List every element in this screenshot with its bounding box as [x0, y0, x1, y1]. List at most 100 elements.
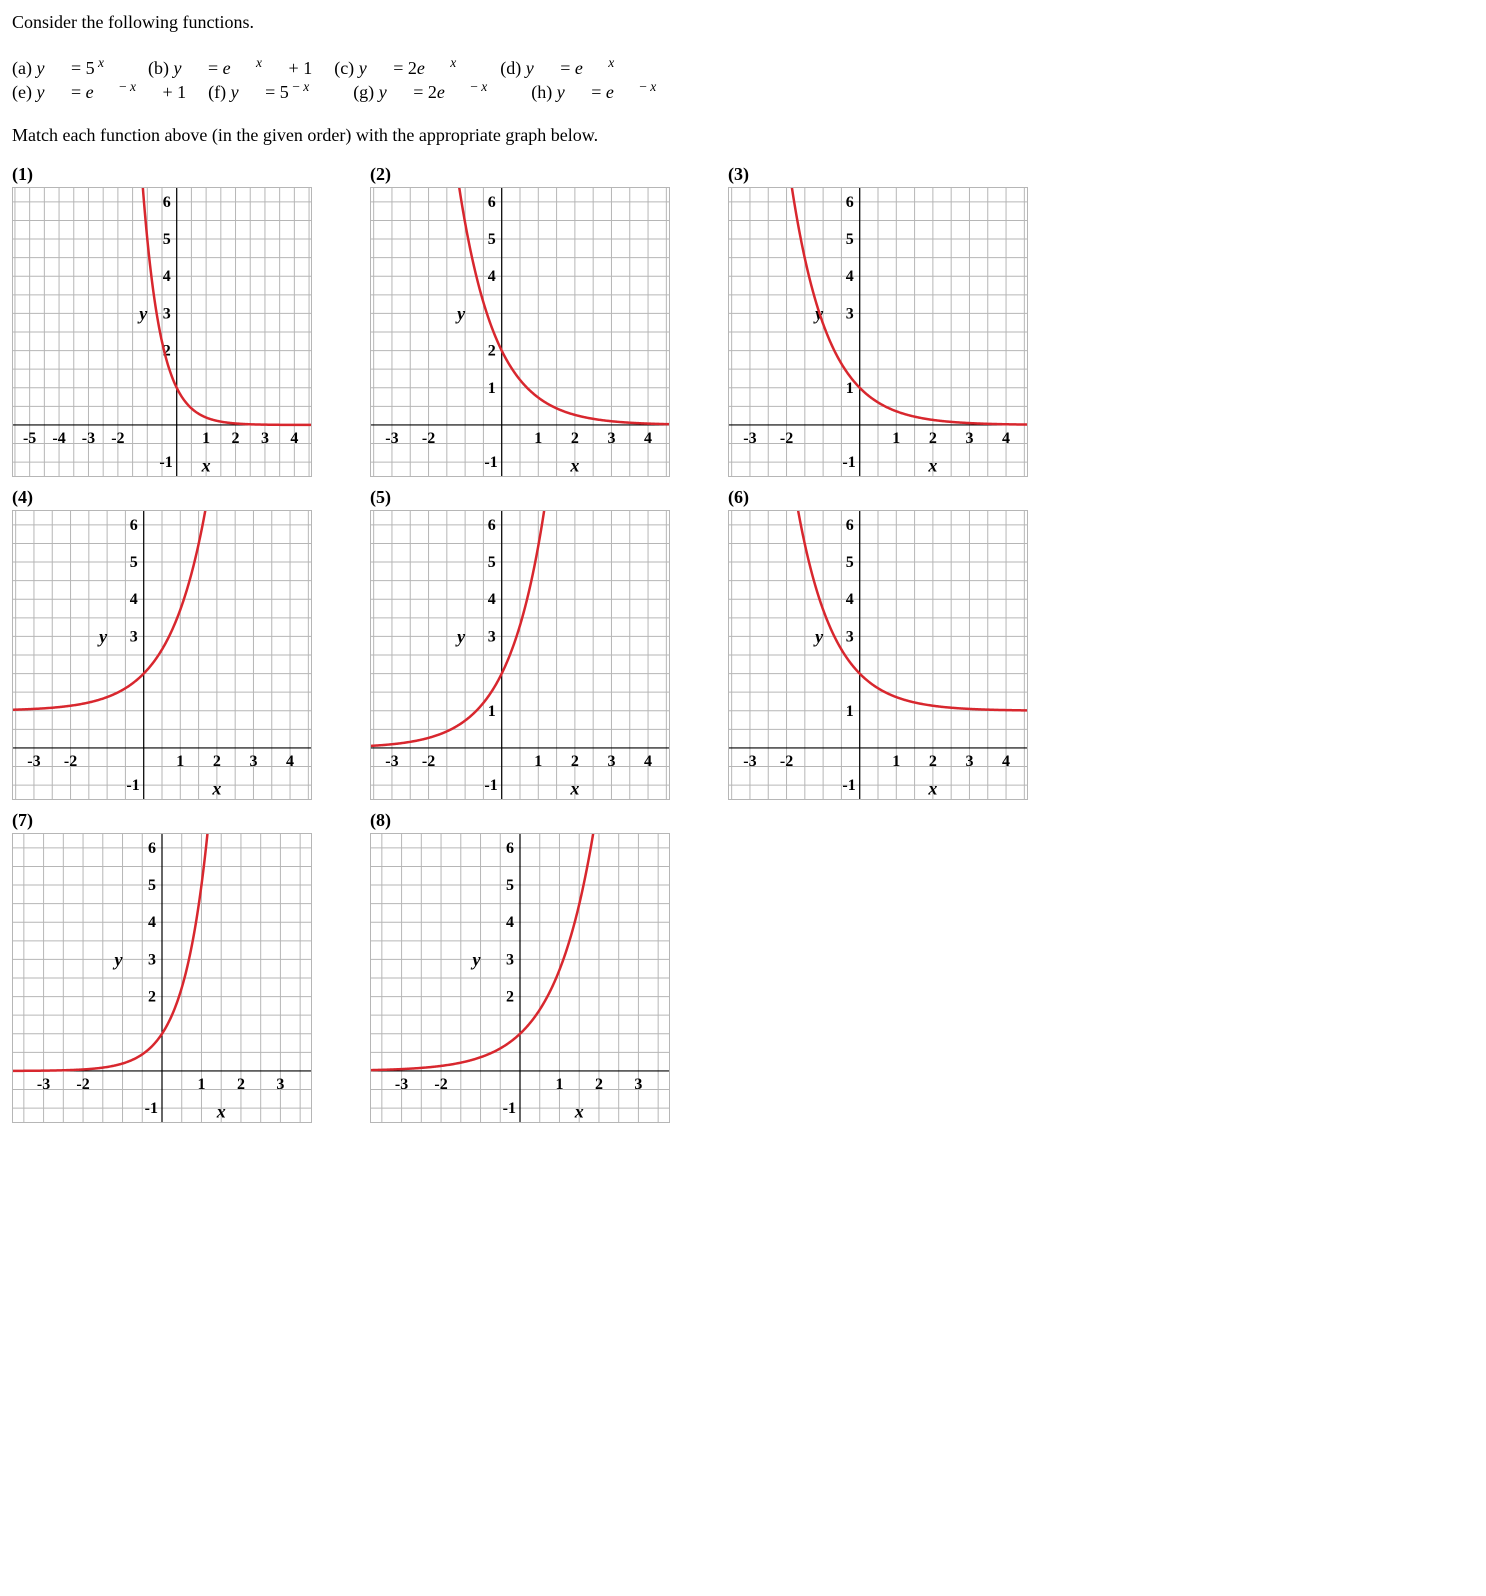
x-axis-label: x — [927, 778, 937, 798]
svg-text:3: 3 — [846, 628, 854, 645]
svg-text:-1: -1 — [145, 1100, 158, 1117]
svg-text:4: 4 — [644, 430, 652, 447]
svg-text:1: 1 — [892, 430, 900, 447]
svg-text:6: 6 — [846, 194, 854, 211]
function-list-line1: (a) y = 5 x(b) y = e x + 1(c) y = 2e x(d… — [12, 55, 1072, 79]
svg-text:-3: -3 — [385, 753, 398, 770]
y-axis-label: y — [113, 949, 124, 969]
svg-text:3: 3 — [276, 1076, 284, 1093]
chart-label: (3) — [728, 164, 1068, 185]
svg-text:4: 4 — [846, 591, 854, 608]
svg-text:1: 1 — [846, 703, 854, 720]
svg-text:1: 1 — [534, 430, 542, 447]
svg-text:5: 5 — [130, 554, 138, 571]
svg-text:-2: -2 — [422, 753, 435, 770]
svg-text:3: 3 — [634, 1076, 642, 1093]
x-axis-label: x — [569, 455, 579, 475]
svg-text:-2: -2 — [780, 753, 793, 770]
svg-text:3: 3 — [130, 628, 138, 645]
svg-text:4: 4 — [286, 753, 294, 770]
instruction-text: Match each function above (in the given … — [12, 125, 1072, 146]
svg-text:4: 4 — [506, 914, 514, 931]
chart-svg: -3-2123-123456xy — [12, 833, 312, 1123]
svg-text:-3: -3 — [395, 1076, 408, 1093]
svg-text:5: 5 — [488, 554, 496, 571]
gridlines — [728, 510, 1028, 800]
svg-text:6: 6 — [506, 840, 514, 857]
svg-text:2: 2 — [571, 430, 579, 447]
svg-text:-3: -3 — [743, 430, 756, 447]
function-expression: (d) y = e x — [500, 58, 636, 78]
chart-svg: -3-21234-112456xy — [370, 187, 670, 477]
svg-text:-3: -3 — [82, 430, 95, 447]
chart-label: (1) — [12, 164, 352, 185]
svg-text:2: 2 — [213, 753, 221, 770]
svg-text:4: 4 — [290, 430, 298, 447]
chart-cell: (4)-3-21234-13456xy — [12, 487, 352, 800]
svg-text:4: 4 — [1002, 430, 1010, 447]
svg-text:3: 3 — [506, 951, 514, 968]
chart-grid: (1)-5-4-3-21234-123456xy(2)-3-21234-1124… — [12, 164, 1072, 1123]
svg-text:3: 3 — [163, 305, 171, 322]
svg-text:5: 5 — [163, 231, 171, 248]
svg-text:6: 6 — [488, 194, 496, 211]
y-axis-label: y — [455, 303, 466, 323]
svg-text:-3: -3 — [385, 430, 398, 447]
chart-cell: (7)-3-2123-123456xy — [12, 810, 352, 1123]
chart-svg: -3-2123-123456xy — [370, 833, 670, 1123]
y-axis-label: y — [813, 626, 824, 646]
y-axis-label: y — [471, 949, 482, 969]
prompt-text: Consider the following functions. — [12, 12, 1072, 33]
svg-text:4: 4 — [488, 268, 496, 285]
svg-text:-2: -2 — [780, 430, 793, 447]
function-expression: (g) y = 2e − x — [353, 82, 509, 102]
svg-text:1: 1 — [488, 380, 496, 397]
svg-text:2: 2 — [232, 430, 240, 447]
chart-label: (2) — [370, 164, 710, 185]
svg-text:3: 3 — [965, 753, 973, 770]
svg-text:-1: -1 — [484, 777, 497, 794]
svg-text:1: 1 — [197, 1076, 205, 1093]
svg-text:4: 4 — [488, 591, 496, 608]
svg-text:1: 1 — [555, 1076, 563, 1093]
svg-text:1: 1 — [176, 753, 184, 770]
svg-text:-1: -1 — [842, 777, 855, 794]
gridlines — [728, 187, 1028, 477]
svg-text:2: 2 — [488, 343, 496, 360]
svg-text:3: 3 — [846, 305, 854, 322]
x-axis-label: x — [216, 1101, 226, 1121]
svg-text:-5: -5 — [23, 430, 36, 447]
chart-svg: -3-21234-113456xy — [728, 187, 1028, 477]
svg-text:-1: -1 — [842, 454, 855, 471]
chart-label: (6) — [728, 487, 1068, 508]
svg-text:3: 3 — [607, 430, 615, 447]
gridlines — [370, 187, 670, 477]
svg-text:6: 6 — [488, 517, 496, 534]
svg-text:2: 2 — [237, 1076, 245, 1093]
svg-text:1: 1 — [892, 753, 900, 770]
svg-text:1: 1 — [534, 753, 542, 770]
svg-text:5: 5 — [846, 231, 854, 248]
svg-text:5: 5 — [148, 877, 156, 894]
x-axis-label: x — [927, 455, 937, 475]
svg-text:-2: -2 — [422, 430, 435, 447]
chart-cell: (6)-3-21234-113456xy — [728, 487, 1068, 800]
svg-text:5: 5 — [846, 554, 854, 571]
svg-text:3: 3 — [261, 430, 269, 447]
chart-label: (8) — [370, 810, 710, 831]
function-expression: (f) y = 5 − x — [208, 82, 331, 102]
x-axis-label: x — [211, 778, 221, 798]
chart-cell: (5)-3-21234-113456xy — [370, 487, 710, 800]
svg-text:-1: -1 — [126, 777, 139, 794]
chart-svg: -3-21234-13456xy — [12, 510, 312, 800]
svg-text:1: 1 — [202, 430, 210, 447]
svg-text:4: 4 — [644, 753, 652, 770]
svg-text:2: 2 — [148, 989, 156, 1006]
svg-text:6: 6 — [148, 840, 156, 857]
x-axis-label: x — [574, 1101, 584, 1121]
svg-text:2: 2 — [929, 753, 937, 770]
y-axis-label: y — [455, 626, 466, 646]
chart-label: (7) — [12, 810, 352, 831]
gridlines — [370, 510, 670, 800]
svg-text:3: 3 — [148, 951, 156, 968]
